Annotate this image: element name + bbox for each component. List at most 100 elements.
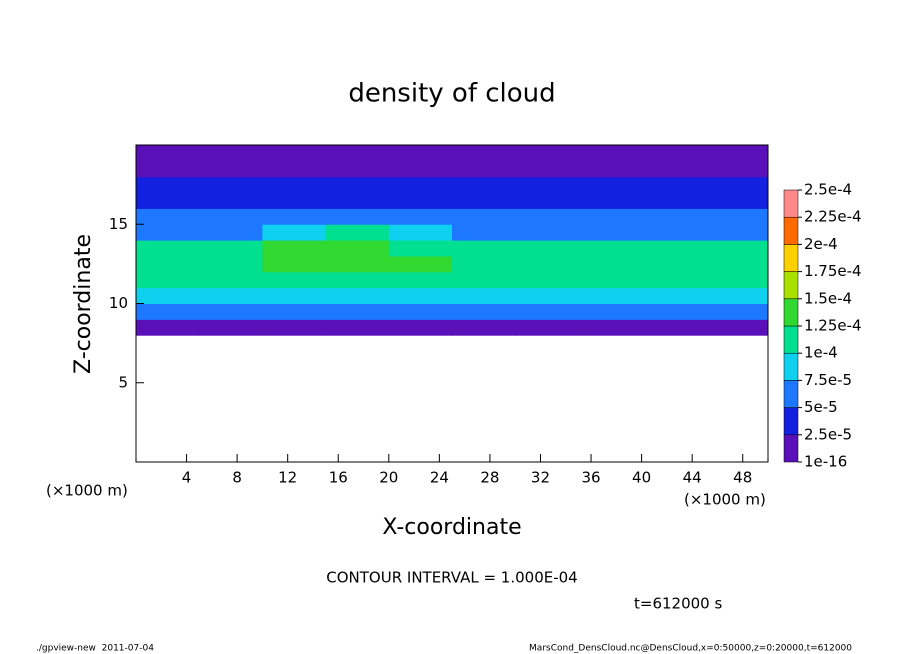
heatmap-cell (388, 160, 453, 178)
x-tick-label: 44 (683, 469, 702, 487)
heatmap-cell (388, 208, 453, 225)
colorbar-swatch (783, 189, 799, 218)
colorbar-label: 5e-5 (804, 398, 838, 416)
time-note: t=612000 s (634, 595, 722, 613)
colorbar-swatch (783, 271, 799, 300)
heatmap-cell (136, 160, 200, 178)
heatmap-cell (704, 208, 769, 225)
heatmap-cell (515, 176, 579, 194)
heatmap-cell (704, 160, 769, 178)
contour-note: CONTOUR INTERVAL = 1.000E-04 (326, 569, 577, 587)
y-tick-label: 15 (109, 215, 128, 233)
heatmap-cell (704, 176, 769, 194)
heatmap-cell (199, 192, 263, 209)
heatmap-cell (199, 176, 263, 194)
heatmap-cell (704, 240, 769, 257)
footer-right: MarsCond_DensCloud.nc@DensCloud,x=0:5000… (529, 644, 852, 654)
colorbar-label: 2.5e-5 (804, 425, 852, 443)
heatmap-cell (325, 208, 390, 225)
heatmap-cell (641, 303, 706, 320)
heatmap-cell (704, 145, 769, 162)
heatmap-cell (515, 208, 579, 225)
heatmap-cell (325, 319, 390, 336)
heatmap-cell (704, 271, 769, 289)
heatmap-cell (452, 255, 516, 273)
heatmap-cell (136, 287, 200, 304)
colorbar-label: 2e-4 (804, 235, 838, 253)
heatmap-cell (452, 160, 516, 178)
heatmap-cell (262, 303, 327, 320)
colorbar-label: 1.25e-4 (804, 317, 862, 335)
heatmap-cell (578, 160, 643, 178)
heatmap-cell (325, 160, 390, 178)
y-tick-label: 10 (109, 294, 128, 312)
chart-title: density of cloud (348, 79, 555, 109)
colorbar-label: 1.5e-4 (804, 289, 852, 307)
heatmap-cell (578, 319, 643, 336)
heatmap-cell (641, 208, 706, 225)
heatmap-cell (325, 271, 390, 289)
heatmap-cell (578, 303, 643, 320)
heatmap-cell (136, 271, 200, 289)
footer-left: ./gpview-new 2011-07-04 (36, 644, 154, 654)
heatmap-cell (325, 192, 390, 209)
heatmap-cell (641, 255, 706, 273)
colorbar-label: 7.5e-5 (804, 371, 852, 389)
heatmap-cell (136, 192, 200, 209)
heatmap-cell (199, 145, 263, 162)
heatmap-cell (515, 160, 579, 178)
colorbar-swatch (783, 352, 799, 381)
colorbar-label: 1e-4 (804, 344, 838, 362)
heatmap-cell (704, 192, 769, 209)
heatmap-cell (578, 255, 643, 273)
heatmap-cell (578, 240, 643, 257)
heatmap-cell (136, 303, 200, 320)
heatmap-cell (452, 271, 516, 289)
heatmap-cell (578, 145, 643, 162)
heatmap-cell (388, 303, 453, 320)
heatmap-cell (388, 192, 453, 209)
heatmap-cell (578, 224, 643, 241)
x-tick-label: 24 (430, 469, 449, 487)
heatmap-cell (578, 176, 643, 194)
heatmap-cell (262, 271, 327, 289)
x-unit-label: (×1000 m) (684, 491, 766, 509)
heatmap-cell (262, 255, 327, 273)
heatmap-cell (641, 145, 706, 162)
heatmap-cell (641, 192, 706, 209)
heatmap-cell (262, 176, 327, 194)
heatmap-cell (515, 255, 579, 273)
heatmap-cell (452, 319, 516, 336)
y-tick-label: 5 (118, 373, 128, 391)
heatmap-cell (388, 240, 453, 257)
heatmap-cell (199, 287, 263, 304)
heatmap-cell (641, 160, 706, 178)
heatmap-cell (515, 224, 579, 241)
x-axis-label: X-coordinate (382, 515, 521, 540)
heatmap (136, 145, 769, 336)
heatmap-cell (136, 224, 200, 241)
heatmap-cell (704, 255, 769, 273)
heatmap-cell (388, 176, 453, 194)
heatmap-cell (515, 192, 579, 209)
heatmap-cell (199, 224, 263, 241)
heatmap-cell (325, 287, 390, 304)
colorbar-swatch (783, 407, 799, 436)
heatmap-cell (388, 255, 453, 273)
heatmap-cell (641, 271, 706, 289)
colorbar-swatch (783, 216, 799, 245)
x-tick-label: 12 (278, 469, 297, 487)
heatmap-cell (452, 192, 516, 209)
heatmap-cell (388, 287, 453, 304)
heatmap-cell (199, 319, 263, 336)
x-tick-label: 4 (182, 469, 192, 487)
heatmap-cell (515, 319, 579, 336)
heatmap-cell (262, 192, 327, 209)
heatmap-cell (388, 319, 453, 336)
colorbar-label: 1.75e-4 (804, 262, 862, 280)
heatmap-cell (578, 271, 643, 289)
heatmap-cell (199, 208, 263, 225)
x-unit-label: (×1000 m) (46, 482, 128, 500)
heatmap-cell (641, 287, 706, 304)
heatmap-cell (452, 145, 516, 162)
